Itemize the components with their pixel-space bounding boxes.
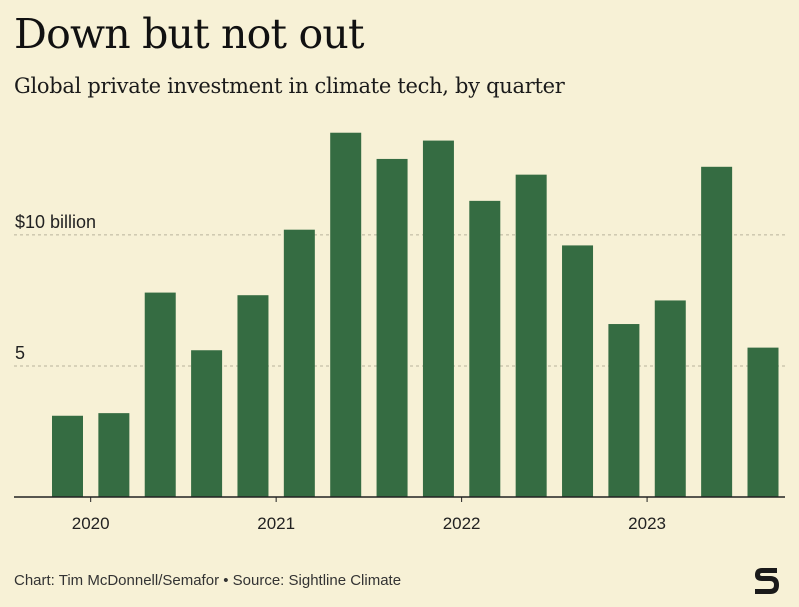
bar: [237, 295, 269, 497]
bar: [191, 350, 223, 497]
y-tick-label: $10 billion: [15, 212, 96, 232]
bar: [515, 174, 547, 498]
bar: [376, 158, 408, 497]
bar: [608, 324, 640, 497]
chart-subtitle: Global private investment in climate tec…: [14, 74, 565, 98]
bar: [98, 413, 130, 497]
bar: [144, 292, 176, 497]
bar: [52, 415, 83, 497]
x-tick-label: 2022: [443, 514, 481, 533]
x-tick-label: 2020: [72, 514, 110, 533]
x-tick-label: 2023: [628, 514, 666, 533]
bar: [283, 229, 315, 498]
bar-chart: $10 billion 5 2020 2021 2022 2023: [14, 132, 785, 533]
bar: [747, 347, 779, 497]
bar: [654, 300, 686, 497]
bar: [422, 140, 454, 497]
chart-title: Down but not out: [14, 10, 364, 58]
bar: [330, 132, 362, 498]
source-credit: Chart: Tim McDonnell/Semafor • Source: S…: [14, 572, 402, 589]
x-tick-label: 2021: [257, 514, 295, 533]
bar: [469, 200, 501, 498]
y-tick-label: 5: [15, 343, 25, 363]
bar: [701, 166, 733, 498]
bar: [562, 245, 594, 497]
semafor-s-logo-icon: [755, 568, 779, 594]
